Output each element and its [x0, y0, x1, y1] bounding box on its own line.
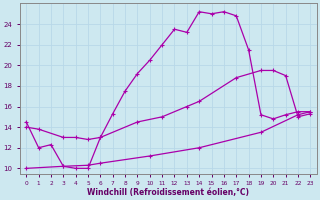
X-axis label: Windchill (Refroidissement éolien,°C): Windchill (Refroidissement éolien,°C)	[87, 188, 249, 197]
